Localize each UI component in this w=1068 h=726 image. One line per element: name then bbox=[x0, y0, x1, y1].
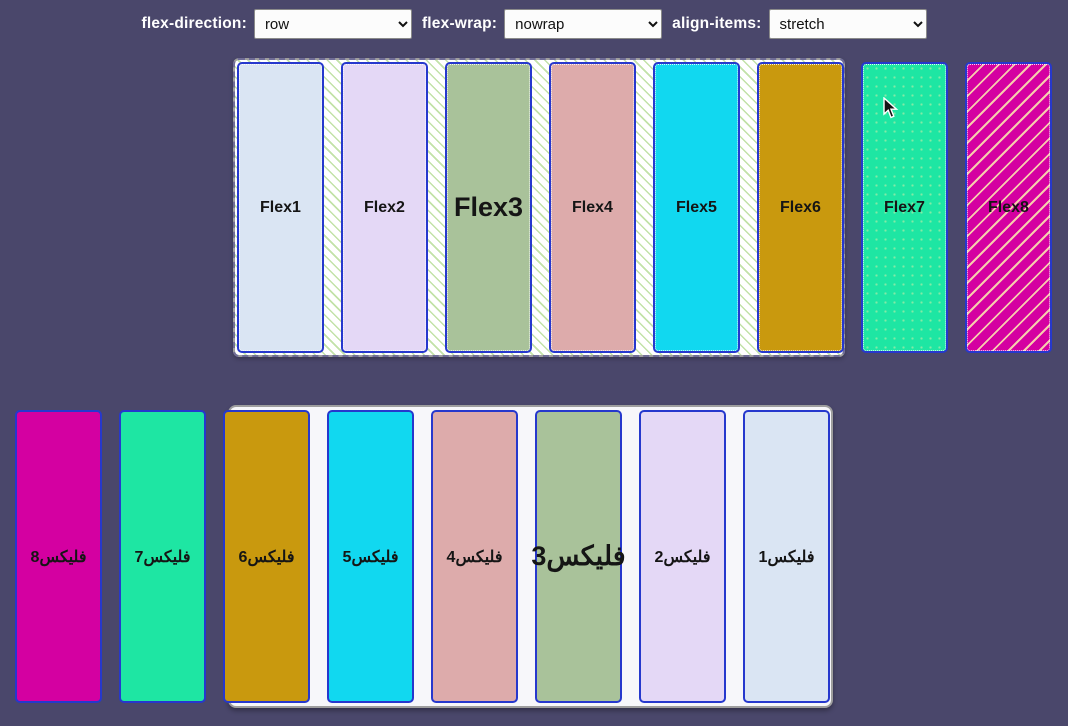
align-items-label: align-items: bbox=[672, 15, 762, 32]
flex-direction-control: flex-direction: row bbox=[141, 9, 412, 39]
flex-item-label: فليكس1 bbox=[758, 548, 815, 566]
flex-item-label: فليكس4 bbox=[446, 548, 503, 566]
flex-item-4: Flex4 bbox=[549, 62, 636, 353]
flex-item-label: Flex2 bbox=[364, 198, 405, 216]
flex-item-rtl-2: فليكس2 bbox=[639, 410, 726, 703]
flex-item-5: Flex5 bbox=[653, 62, 740, 353]
flex-item-label: Flex5 bbox=[676, 198, 717, 216]
flex-item-rtl-1: فليكس1 bbox=[743, 410, 830, 703]
flex-item-7-overflowing: Flex7 bbox=[861, 62, 948, 353]
flex-item-3: Flex3 bbox=[445, 62, 532, 353]
flex-item-6: Flex6 bbox=[757, 62, 844, 353]
flex-item-label: Flex8 bbox=[988, 198, 1029, 216]
flex-item-rtl-3: فليكس3 bbox=[531, 410, 626, 703]
flex-wrap-label: flex-wrap: bbox=[421, 15, 498, 32]
flex-wrap-control: flex-wrap: nowrap bbox=[421, 9, 663, 39]
align-items-control: align-items: stretch bbox=[672, 9, 927, 39]
flex-item-label: فليكس6 bbox=[238, 548, 295, 566]
flex-item-1: Flex1 bbox=[237, 62, 324, 353]
flex-item-2: Flex2 bbox=[341, 62, 428, 353]
flex-item-rtl-5: فليكس5 bbox=[327, 410, 414, 703]
flex-wrap-select[interactable]: nowrap bbox=[504, 9, 663, 39]
flex-items-ltr: Flex1 Flex2 Flex3 Flex4 Flex5 Flex6 Flex… bbox=[233, 58, 1068, 357]
flex-item-label: فليكس3 bbox=[531, 541, 626, 571]
flex-items-rtl: فليكس1 فليكس2 فليكس3 فليكس4 فليكس5 فليكس… bbox=[0, 405, 1068, 708]
flex-item-label: فليكس2 bbox=[654, 548, 711, 566]
flex-item-rtl-6: فليكس6 bbox=[223, 410, 310, 703]
flex-direction-select[interactable]: row bbox=[253, 9, 412, 39]
flex-item-label: Flex6 bbox=[780, 198, 821, 216]
flex-item-label: فليكس8 bbox=[30, 548, 87, 566]
flex-item-rtl-4: فليكس4 bbox=[431, 410, 518, 703]
toolbar: flex-direction: row flex-wrap: nowrap al… bbox=[0, 0, 1068, 48]
flex-item-label: فليكس5 bbox=[342, 548, 399, 566]
flex-item-rtl-8-overflowing: فليكس8 bbox=[15, 410, 102, 703]
flex-container-ltr bbox=[233, 58, 845, 357]
flex-demo-ltr: Flex1 Flex2 Flex3 Flex4 Flex5 Flex6 Flex… bbox=[233, 58, 1068, 357]
flex-direction-label: flex-direction: bbox=[141, 15, 247, 32]
flex-item-label: Flex1 bbox=[260, 198, 301, 216]
flex-item-label: فليكس7 bbox=[134, 548, 191, 566]
flex-item-rtl-7-overflowing: فليكس7 bbox=[119, 410, 206, 703]
flex-item-label: Flex7 bbox=[884, 198, 925, 216]
flex-item-label: Flex4 bbox=[572, 198, 613, 216]
flex-item-label: Flex3 bbox=[453, 192, 524, 222]
flex-demo-rtl: فليكس1 فليكس2 فليكس3 فليكس4 فليكس5 فليكس… bbox=[0, 405, 1068, 708]
flex-item-8-overflowing: Flex8 bbox=[965, 62, 1052, 353]
align-items-select[interactable]: stretch bbox=[768, 9, 927, 39]
